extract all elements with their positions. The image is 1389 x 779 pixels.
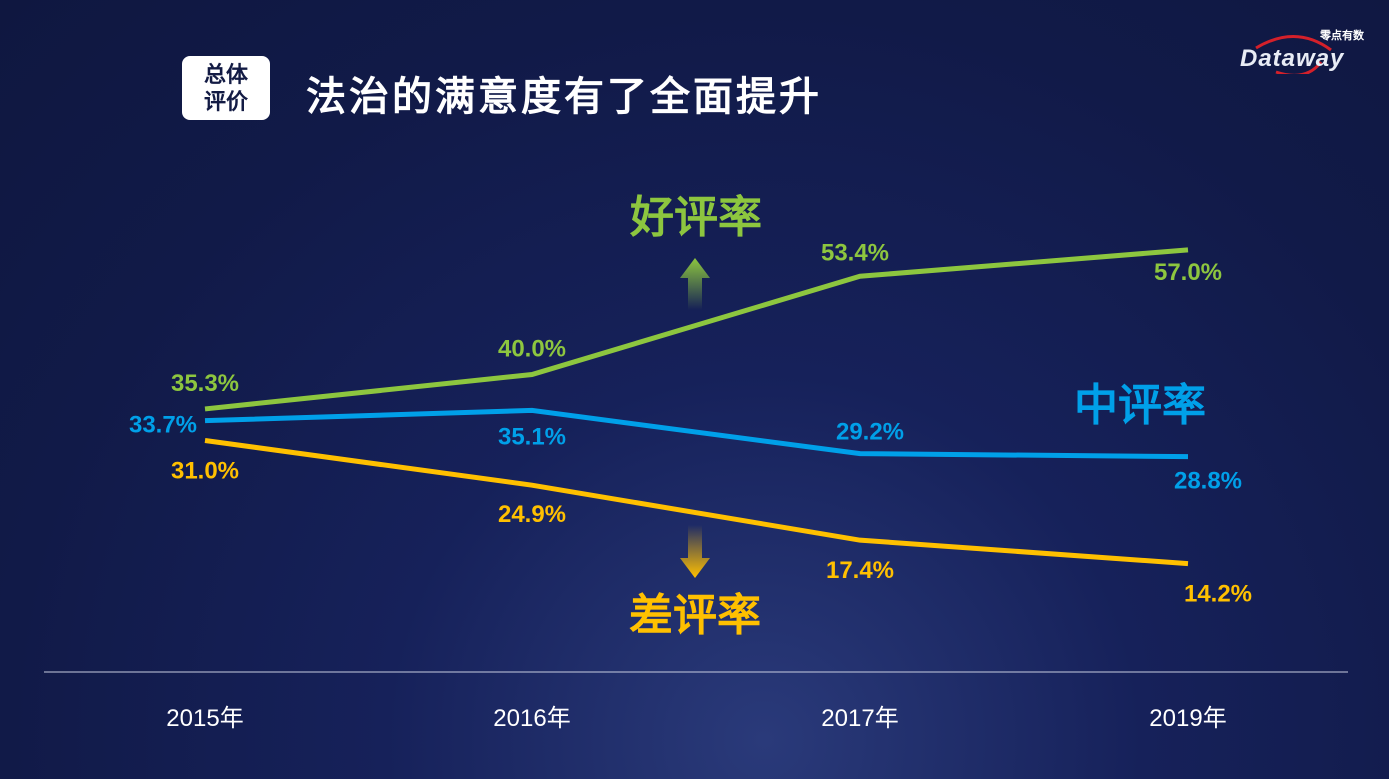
x-tick-label: 2017年 (821, 705, 898, 732)
logo-word: Dataway (1240, 45, 1345, 72)
x-tick-label: 2016年 (493, 705, 570, 732)
data-label: 35.1% (498, 423, 566, 450)
logo-cn: 零点有数 (1320, 30, 1364, 42)
page-title: 法治的满意度有了全面提升 (306, 74, 822, 120)
badge-line2: 评价 (203, 89, 248, 114)
dataway-logo: Dataway 零点有数 (1236, 28, 1366, 74)
series-name-label: 差评率 (629, 591, 761, 640)
data-label: 53.4% (821, 239, 889, 266)
data-label: 29.2% (836, 419, 904, 446)
x-tick-label: 2015年 (166, 705, 243, 732)
series-line-1 (204, 247, 1189, 412)
logo-swoosh-icon (1255, 35, 1332, 74)
data-label: 40.0% (498, 336, 566, 363)
data-label: 24.9% (498, 501, 566, 528)
data-label: 14.2% (1184, 581, 1252, 608)
data-label: 28.8% (1174, 468, 1242, 495)
series-name-label: 好评率 (629, 193, 762, 242)
series-line-2 (204, 407, 1189, 460)
badge-line1: 总体 (203, 62, 248, 87)
data-label: 31.0% (171, 457, 239, 484)
data-label: 33.7% (129, 412, 197, 439)
arrow-down-icon (680, 525, 710, 578)
data-label: 17.4% (826, 557, 894, 584)
series-line-3 (204, 437, 1189, 567)
data-label: 57.0% (1154, 259, 1222, 286)
data-label: 35.3% (171, 370, 239, 397)
series-name-label: 中评率 (1074, 381, 1206, 430)
x-tick-label: 2019年 (1149, 705, 1226, 732)
arrow-up-icon (680, 258, 710, 310)
section-badge: 总体 评价 (182, 56, 270, 120)
